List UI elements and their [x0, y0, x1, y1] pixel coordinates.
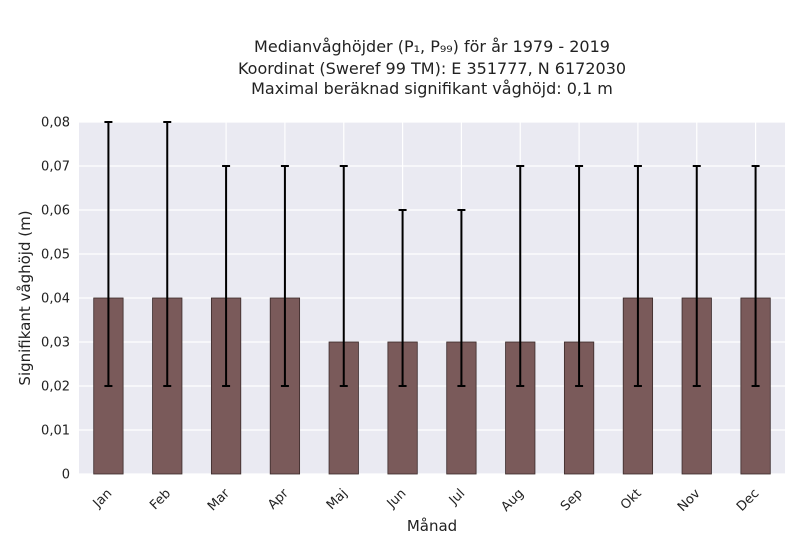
chart-title-line-3: Maximal beräknad signifikant våghöjd: 0,… — [251, 79, 613, 98]
error-bar — [280, 165, 289, 387]
x-axis-label: Månad — [407, 517, 457, 535]
error-bar — [163, 121, 172, 387]
error-bar — [633, 165, 642, 387]
error-bar — [398, 209, 407, 387]
x-tick-label: Dec — [734, 486, 762, 514]
error-bar — [575, 165, 584, 387]
y-tick-label: 0,08 — [41, 116, 70, 131]
x-tick-label: Jul — [446, 486, 468, 508]
x-tick-label: Maj — [324, 486, 351, 513]
x-tick-label: Mar — [205, 486, 233, 514]
y-tick-label: 0,02 — [41, 380, 70, 395]
y-tick-label: 0,03 — [41, 336, 70, 351]
error-bar — [339, 165, 348, 387]
y-axis-ticks: 0 0,01 0,02 0,03 0,04 0,05 0,06 0,07 0,08 — [41, 116, 70, 483]
y-tick-label: 0,01 — [41, 424, 70, 439]
error-bars — [104, 121, 760, 387]
chart-title-line-1: Medianvåghöjder (P₁, P₉₉) för år 1979 - … — [254, 37, 610, 56]
x-tick-label: Apr — [265, 486, 292, 513]
error-bar — [516, 165, 525, 387]
x-tick-label: Okt — [618, 486, 645, 513]
chart-title: Medianvåghöjder (P₁, P₉₉) för år 1979 - … — [238, 37, 626, 98]
error-bar — [222, 165, 231, 387]
x-tick-label: Nov — [675, 486, 704, 515]
x-tick-label: Jan — [90, 486, 115, 511]
error-bar — [457, 209, 466, 387]
y-tick-label: 0,05 — [41, 248, 70, 263]
y-tick-label: 0,04 — [41, 292, 70, 307]
x-tick-label: Jun — [384, 486, 410, 512]
x-axis-ticks: Jan Feb Mar Apr Maj Jun Jul Aug Sep Okt Nov Dec — [90, 486, 763, 515]
y-tick-label: 0,06 — [41, 204, 70, 219]
error-bar — [104, 121, 113, 387]
x-tick-label: Sep — [558, 486, 586, 514]
y-tick-label: 0,07 — [41, 160, 70, 175]
error-bar — [751, 165, 760, 387]
y-axis-label: Signifikant våghöjd (m) — [16, 210, 34, 385]
x-tick-label: Aug — [499, 486, 528, 515]
error-bar — [692, 165, 701, 387]
chart-title-line-2: Koordinat (Sweref 99 TM): E 351777, N 61… — [238, 59, 626, 78]
y-tick-label: 0 — [62, 468, 70, 483]
x-tick-label: Feb — [147, 486, 174, 513]
